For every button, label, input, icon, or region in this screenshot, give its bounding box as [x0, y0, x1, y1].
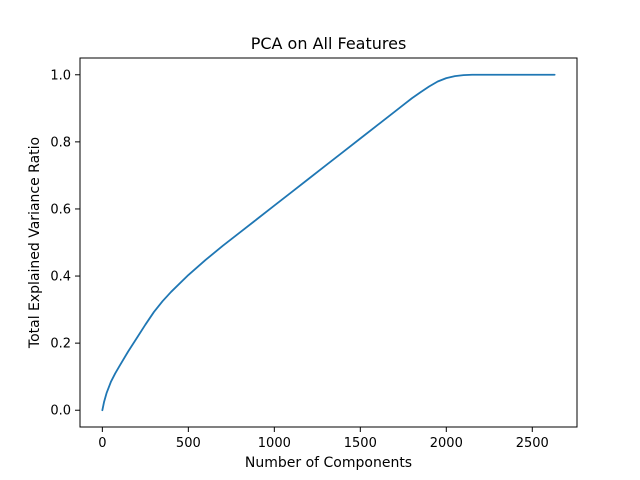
- y-axis-label: Total Explained Variance Ratio: [27, 137, 43, 349]
- x-tick-label: 1000: [258, 436, 291, 451]
- y-axis-ticks: 0.0 0.2 0.4 0.6 0.8 1.0: [50, 68, 80, 419]
- x-tick-label: 2000: [430, 436, 463, 451]
- y-tick-label: 0.2: [50, 337, 71, 352]
- x-tick-label: 0: [98, 436, 106, 451]
- x-tick-label: 500: [176, 436, 201, 451]
- variance-ratio-line: [101, 73, 556, 412]
- y-tick-label: 0.8: [50, 135, 71, 150]
- y-tick-label: 1.0: [50, 68, 71, 83]
- x-axis-label: Number of Components: [245, 455, 412, 471]
- y-tick-label: 0.6: [50, 202, 71, 217]
- chart-title: PCA on All Features: [251, 34, 407, 53]
- x-tick-label: 1500: [344, 436, 377, 451]
- y-tick-label: 0.4: [50, 270, 71, 285]
- y-tick-label: 0.0: [50, 404, 71, 419]
- x-axis-ticks: 0 500 1000 1500 2000 2500: [98, 427, 549, 451]
- x-tick-label: 2500: [516, 436, 549, 451]
- plot-frame: [79, 57, 578, 428]
